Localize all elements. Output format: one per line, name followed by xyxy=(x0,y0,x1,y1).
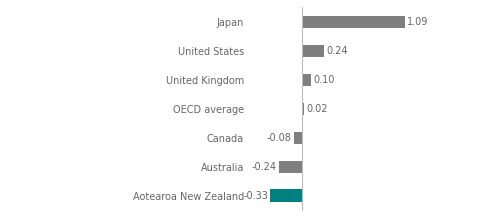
Bar xyxy=(270,189,301,202)
Bar xyxy=(301,45,324,57)
Text: -0.08: -0.08 xyxy=(267,133,292,143)
Bar xyxy=(294,132,301,144)
Text: -0.33: -0.33 xyxy=(243,190,268,200)
Text: -0.24: -0.24 xyxy=(251,162,276,172)
Text: 0.24: 0.24 xyxy=(327,46,348,56)
Text: 0.02: 0.02 xyxy=(306,104,327,114)
Text: 1.09: 1.09 xyxy=(407,17,429,27)
Bar xyxy=(301,16,405,28)
Text: 0.10: 0.10 xyxy=(313,75,335,85)
Bar xyxy=(301,74,311,86)
Bar xyxy=(301,103,303,115)
Bar xyxy=(279,161,301,173)
